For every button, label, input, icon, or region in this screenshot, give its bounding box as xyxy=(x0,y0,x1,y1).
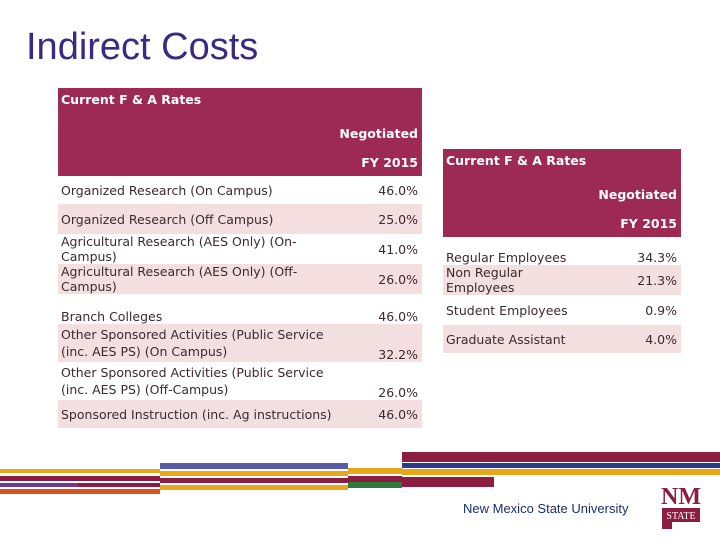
row-label: Branch Colleges xyxy=(58,294,337,324)
row-value: 0.9% xyxy=(595,295,681,325)
row-label: Student Employees xyxy=(443,295,596,325)
logo-state-text: STATE xyxy=(666,511,695,522)
row-label: Graduate Assistant xyxy=(443,325,596,353)
row-value: 46.0% xyxy=(336,294,422,324)
stripe-crimson xyxy=(160,478,348,483)
stripe-crimson xyxy=(78,483,160,487)
table-header-row: Negotiated xyxy=(443,179,681,209)
table-row: Student Employees 0.9% xyxy=(443,295,681,325)
stripe-crimson xyxy=(402,477,494,487)
header-spacer xyxy=(58,148,337,176)
table-row: Branch Colleges 46.0% xyxy=(58,294,422,324)
header-spacer xyxy=(443,209,596,237)
row-value: 41.0% xyxy=(336,234,422,264)
table-row: Other Sponsored Activities (Public Servi… xyxy=(58,362,422,400)
table-row: Regular Employees 34.3% xyxy=(443,237,681,265)
table-row: Sponsored Instruction (inc. Ag instructi… xyxy=(58,400,422,428)
row-value: 46.0% xyxy=(336,176,422,204)
stripe-gold xyxy=(0,469,160,473)
header-spacer xyxy=(443,179,596,209)
year-header: FY 2015 xyxy=(336,148,422,176)
stripe-crimson xyxy=(348,476,402,482)
table-row: Graduate Assistant 4.0% xyxy=(443,325,681,353)
stripe-gold xyxy=(160,485,348,490)
row-label: Non Regular Employees xyxy=(443,265,596,295)
stripe-gold xyxy=(348,468,402,474)
header-spacer xyxy=(58,118,337,148)
slide-title: Indirect Costs xyxy=(26,26,259,68)
row-value: 26.0% xyxy=(336,362,422,400)
negotiated-header: Negotiated xyxy=(595,179,681,209)
year-header: FY 2015 xyxy=(595,209,681,237)
stripe-navy xyxy=(402,463,720,468)
table-header-row: Negotiated xyxy=(58,118,422,148)
negotiated-header: Negotiated xyxy=(336,118,422,148)
row-label: Regular Employees xyxy=(443,237,596,265)
table-row: Agricultural Research (AES Only) (Off-Ca… xyxy=(58,264,422,294)
row-label: Other Sponsored Activities (Public Servi… xyxy=(58,362,337,400)
table-header-row: Current F & A Rates xyxy=(443,149,681,179)
table-row: Other Sponsored Activities (Public Servi… xyxy=(58,324,422,362)
stripe-crimson xyxy=(402,452,720,462)
table-row: Organized Research (On Campus) 46.0% xyxy=(58,176,422,204)
row-label: Organized Research (On Campus) xyxy=(58,176,337,204)
row-label: Organized Research (Off Campus) xyxy=(58,204,337,234)
table-header-row: FY 2015 xyxy=(443,209,681,237)
university-name: New Mexico State University xyxy=(463,501,629,516)
stripe-orange xyxy=(0,489,160,494)
row-value: 4.0% xyxy=(595,325,681,353)
stripe-gold xyxy=(402,469,720,475)
logo-nm-text: NM xyxy=(661,484,701,510)
table-header-row: Current F & A Rates xyxy=(58,88,422,118)
row-value: 26.0% xyxy=(336,264,422,294)
table-row: Organized Research (Off Campus) 25.0% xyxy=(58,204,422,234)
table-row: Non Regular Employees 21.3% xyxy=(443,265,681,295)
stripe-gold xyxy=(160,471,348,476)
row-value: 21.3% xyxy=(595,265,681,295)
row-label: Other Sponsored Activities (Public Servi… xyxy=(58,324,337,362)
stripe-green xyxy=(348,482,402,488)
table-title: Current F & A Rates xyxy=(443,149,681,179)
stripe-crimson xyxy=(0,476,160,481)
stripe-purple xyxy=(160,463,348,469)
row-label: Agricultural Research (AES Only) (Off-Ca… xyxy=(58,264,337,294)
table-row: Agricultural Research (AES Only) (On-Cam… xyxy=(58,234,422,264)
row-label: Sponsored Instruction (inc. Ag instructi… xyxy=(58,400,337,428)
left-rates-table: Current F & A Rates Negotiated FY 2015 O… xyxy=(58,88,422,428)
row-value: 25.0% xyxy=(336,204,422,234)
right-rates-table: Current F & A Rates Negotiated FY 2015 R… xyxy=(443,149,681,353)
stripe-purple xyxy=(0,483,78,487)
row-value: 34.3% xyxy=(595,237,681,265)
table-title: Current F & A Rates xyxy=(58,88,422,118)
table-header-row: FY 2015 xyxy=(58,148,422,176)
row-value: 32.2% xyxy=(336,324,422,362)
row-value: 46.0% xyxy=(336,400,422,428)
row-label: Agricultural Research (AES Only) (On-Cam… xyxy=(58,234,337,264)
nmsu-logo: NM STATE xyxy=(660,480,702,530)
